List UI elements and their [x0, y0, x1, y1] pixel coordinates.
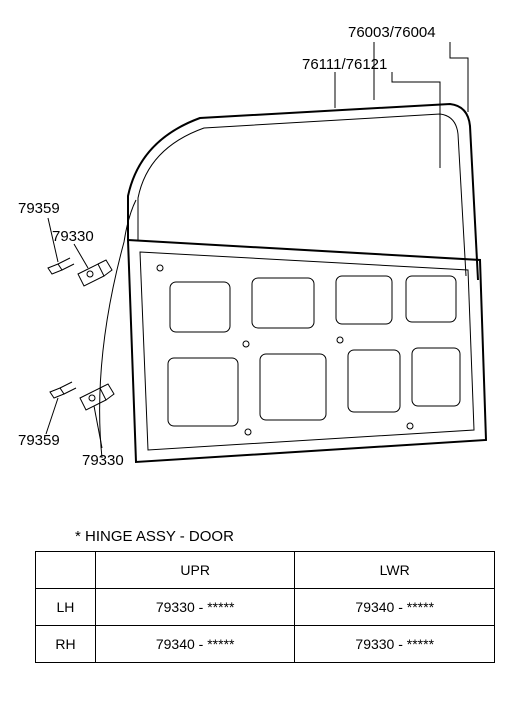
table-row: UPR LWR [36, 552, 495, 589]
hinge-table: UPR LWR LH 79330 - ***** 79340 - ***** R… [35, 551, 495, 663]
cell-rh-upr: 79340 - ***** [95, 626, 295, 663]
label-79330-upper: 79330 [52, 228, 94, 245]
cell-lh-upr: 79330 - ***** [95, 589, 295, 626]
table-corner [36, 552, 96, 589]
col-head-lwr: LWR [295, 552, 495, 589]
cell-rh-lwr: 79330 - ***** [295, 626, 495, 663]
label-79359-upper: 79359 [18, 200, 60, 217]
table-title: * HINGE ASSY - DOOR [35, 528, 495, 545]
door-illustration [0, 0, 531, 510]
col-head-upr: UPR [95, 552, 295, 589]
diagram: 76003/76004 76111/76121 79359 79330 7935… [0, 0, 531, 500]
row-head-lh: LH [36, 589, 96, 626]
label-79330-lower: 79330 [82, 452, 124, 469]
cell-lh-lwr: 79340 - ***** [295, 589, 495, 626]
hinge-table-area: * HINGE ASSY - DOOR UPR LWR LH 79330 - *… [35, 528, 495, 663]
label-79359-lower: 79359 [18, 432, 60, 449]
table-row: LH 79330 - ***** 79340 - ***** [36, 589, 495, 626]
row-head-rh: RH [36, 626, 96, 663]
label-76111-76121: 76111/76121 [302, 56, 387, 73]
table-row: RH 79340 - ***** 79330 - ***** [36, 626, 495, 663]
label-76003-76004: 76003/76004 [348, 24, 436, 41]
